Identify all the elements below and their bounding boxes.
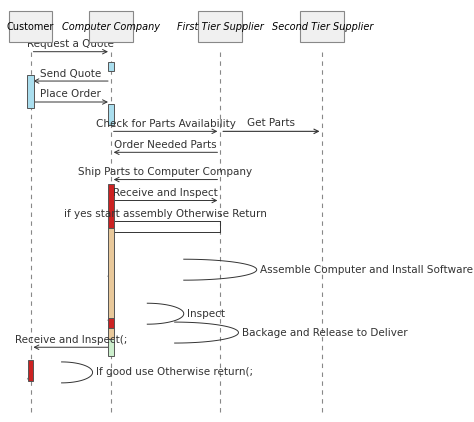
FancyBboxPatch shape xyxy=(198,11,242,42)
Text: Computer Company: Computer Company xyxy=(62,22,160,32)
Text: Receive and Inspect(;: Receive and Inspect(; xyxy=(15,335,127,345)
Text: Request a Quote: Request a Quote xyxy=(27,39,114,49)
Bar xyxy=(108,184,114,228)
Text: Get Parts: Get Parts xyxy=(247,118,295,128)
Bar xyxy=(27,360,34,381)
Bar xyxy=(108,339,114,356)
Text: Assemble Computer and Install Software: Assemble Computer and Install Software xyxy=(260,265,474,275)
Text: If good use Otherwise return(;: If good use Otherwise return(; xyxy=(96,368,253,377)
Text: Place Order: Place Order xyxy=(40,89,101,100)
FancyBboxPatch shape xyxy=(9,11,53,42)
Text: Order Needed Parts: Order Needed Parts xyxy=(114,140,217,150)
Text: First Tier Supplier: First Tier Supplier xyxy=(177,22,264,32)
Bar xyxy=(108,104,114,125)
Bar xyxy=(108,62,114,70)
Text: Send Quote: Send Quote xyxy=(40,68,101,78)
Text: Inspect: Inspect xyxy=(187,309,226,319)
Text: Receive and Inspect: Receive and Inspect xyxy=(113,188,218,198)
Bar xyxy=(108,318,114,328)
FancyBboxPatch shape xyxy=(89,11,133,42)
Text: Ship Parts to Computer Company: Ship Parts to Computer Company xyxy=(79,167,253,177)
Text: Second Tier Supplier: Second Tier Supplier xyxy=(272,22,373,32)
Bar xyxy=(108,228,114,339)
Text: Customer: Customer xyxy=(7,22,54,32)
FancyBboxPatch shape xyxy=(301,11,344,42)
Text: if yes start assembly Otherwise Return: if yes start assembly Otherwise Return xyxy=(64,209,267,219)
Text: Check for Parts Availability: Check for Parts Availability xyxy=(96,119,236,129)
Bar xyxy=(27,75,34,108)
Text: Backage and Release to Deliver: Backage and Release to Deliver xyxy=(242,327,408,338)
